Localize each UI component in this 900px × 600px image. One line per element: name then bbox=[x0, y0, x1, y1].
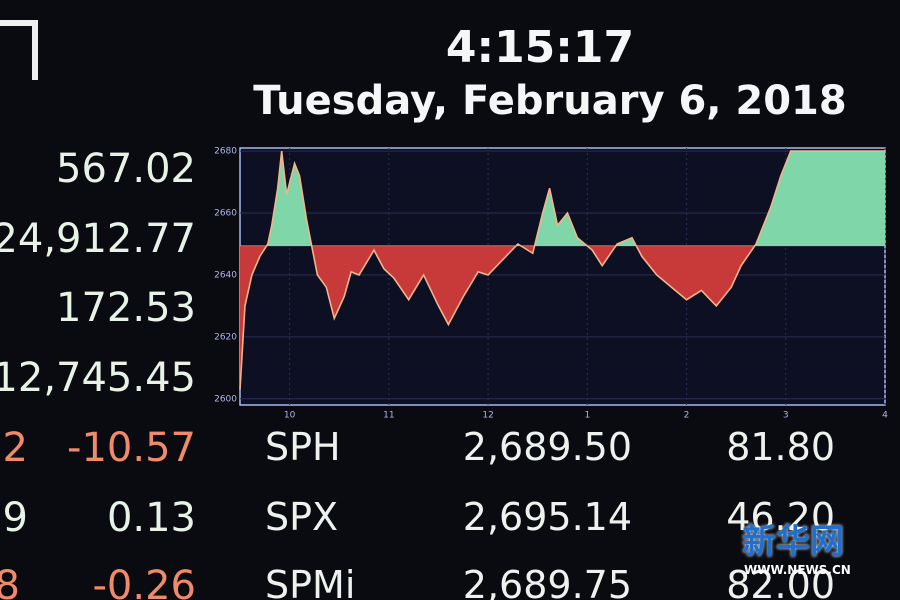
change-value: -0.26 bbox=[92, 563, 197, 600]
y-tick-label: 2620 bbox=[214, 332, 237, 342]
logo-fragment bbox=[0, 20, 38, 80]
x-tick-label: 2 bbox=[684, 411, 690, 421]
x-tick-label: 12 bbox=[482, 411, 493, 421]
watermark: 新华网 bbox=[742, 522, 844, 562]
index-value: 172.53 bbox=[56, 285, 196, 331]
index-value: 567.02 bbox=[56, 146, 196, 192]
symbol: SPX bbox=[265, 495, 339, 539]
price: 2,689.75 bbox=[462, 563, 632, 600]
area-below bbox=[240, 245, 885, 390]
y-tick-label: 2680 bbox=[214, 147, 237, 157]
change: 82.00 bbox=[726, 563, 835, 600]
symbol: SPH bbox=[265, 425, 341, 469]
partial-value: 52 bbox=[0, 425, 28, 471]
area-above bbox=[266, 151, 885, 246]
partial-value: 99 bbox=[0, 495, 28, 541]
y-tick-label: 2660 bbox=[214, 209, 237, 219]
x-tick-label: 4 bbox=[882, 411, 888, 421]
x-tick-label: 1 bbox=[584, 411, 590, 421]
date: Tuesday, February 6, 2018 bbox=[253, 78, 847, 124]
price-line bbox=[239, 150, 885, 390]
change-value: 0.13 bbox=[106, 495, 196, 541]
partial-value: 8 bbox=[0, 563, 20, 600]
index-value: 12,745.45 bbox=[0, 355, 196, 401]
y-tick-label: 2600 bbox=[214, 394, 237, 404]
y-tick-label: 2640 bbox=[214, 270, 237, 280]
symbol: SPMi bbox=[265, 563, 356, 600]
index-value: 24,912.77 bbox=[0, 216, 196, 262]
change: 46.20 bbox=[726, 495, 835, 539]
change-value: -10.57 bbox=[67, 425, 196, 471]
change: 81.80 bbox=[726, 425, 835, 469]
watermark-url: WWW.NEWS.CN bbox=[744, 563, 851, 577]
clock: 4:15:17 bbox=[445, 22, 635, 73]
price: 2,689.50 bbox=[462, 425, 632, 469]
x-tick-label: 3 bbox=[783, 411, 789, 421]
x-tick-label: 11 bbox=[383, 411, 394, 421]
x-tick-label: 10 bbox=[284, 411, 296, 421]
price: 2,695.14 bbox=[462, 495, 632, 539]
